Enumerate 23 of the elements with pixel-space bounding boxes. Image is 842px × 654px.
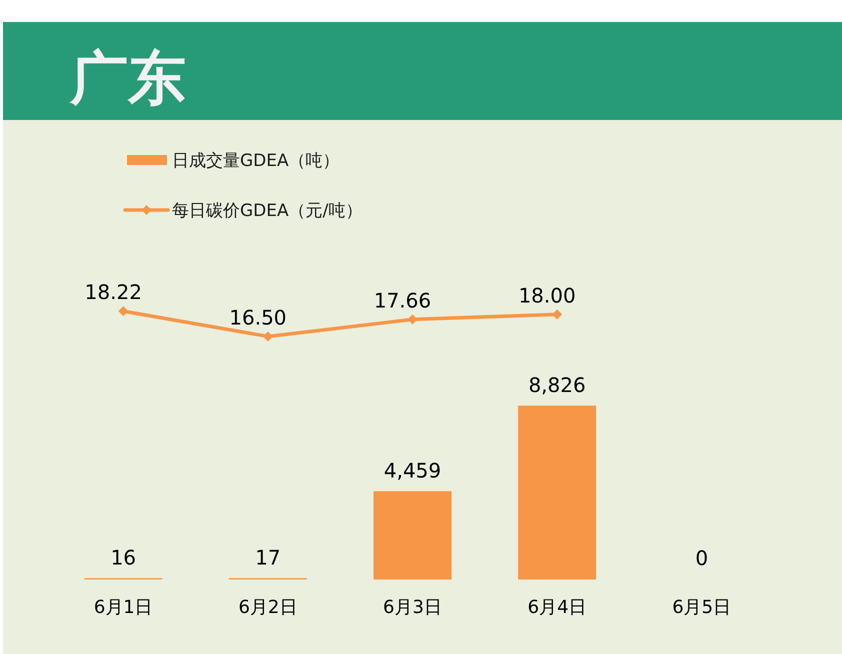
chart-title: 广东 — [69, 44, 186, 112]
point — [262, 331, 273, 342]
x-tick-label: 6月1日 — [94, 597, 153, 618]
point — [408, 314, 418, 324]
bar — [518, 406, 596, 580]
x-tick-label: 6月4日 — [528, 597, 587, 618]
data-label: 18.00 — [518, 283, 576, 308]
data-label: 8,826 — [528, 373, 586, 398]
data-label: 16.50 — [229, 305, 287, 330]
point — [118, 306, 128, 316]
legend-label: 日成交量GDEA（吨） — [172, 151, 340, 171]
data-label: 16 — [110, 546, 136, 570]
bar — [374, 491, 452, 580]
data-label: 18.22 — [84, 280, 142, 304]
x-tick-label: 6月3日 — [383, 597, 442, 618]
x-tick-label: 6月2日 — [238, 597, 298, 618]
point — [552, 309, 562, 320]
data-label: 17.66 — [374, 288, 432, 312]
legend-label: 每日碳价GDEA（元/吨） — [172, 201, 362, 221]
data-label: 0 — [695, 546, 708, 570]
data-label: 17 — [255, 546, 281, 570]
x-tick-label: 6月5日 — [672, 597, 732, 618]
data-label: 4,459 — [384, 458, 442, 483]
